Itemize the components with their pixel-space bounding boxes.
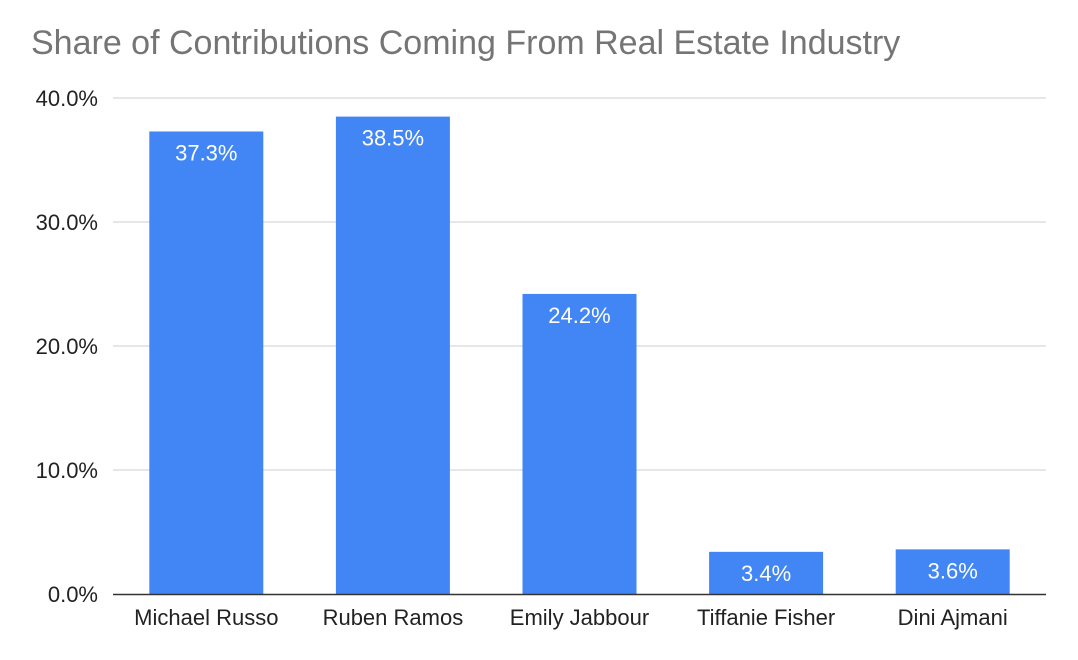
- y-tick-label: 0.0%: [48, 582, 98, 607]
- data-label: 24.2%: [548, 303, 610, 328]
- y-tick-label: 10.0%: [36, 458, 98, 483]
- data-label: 3.6%: [928, 558, 978, 583]
- data-label: 37.3%: [175, 140, 237, 165]
- bars: [149, 116, 1010, 595]
- x-category-label: Emily Jabbour: [510, 605, 649, 630]
- x-axis-categories: Michael Russo Ruben Ramos Emily Jabbour Tif…: [134, 605, 1008, 630]
- data-label: 3.4%: [741, 561, 791, 586]
- bar: [522, 293, 637, 594]
- x-category-label: Tiffanie Fisher: [697, 605, 835, 630]
- y-tick-label: 30.0%: [36, 210, 98, 235]
- bar: [895, 549, 1010, 594]
- bar: [335, 116, 450, 594]
- x-category-label: Dini Ajmani: [898, 605, 1008, 630]
- data-label: 38.5%: [362, 126, 424, 151]
- y-tick-label: 20.0%: [36, 334, 98, 359]
- bar: [149, 131, 264, 595]
- data-labels: 37.3% 38.5% 24.2% 3.4% 3.6%: [175, 126, 978, 586]
- chart-title: Share of Contributions Coming From Real …: [31, 24, 901, 62]
- x-category-label: Ruben Ramos: [323, 605, 464, 630]
- bar: [709, 551, 824, 594]
- y-axis-ticks: 0.0% 10.0% 20.0% 30.0% 40.0%: [36, 86, 98, 607]
- y-tick-label: 40.0%: [36, 86, 98, 111]
- x-category-label: Michael Russo: [134, 605, 278, 630]
